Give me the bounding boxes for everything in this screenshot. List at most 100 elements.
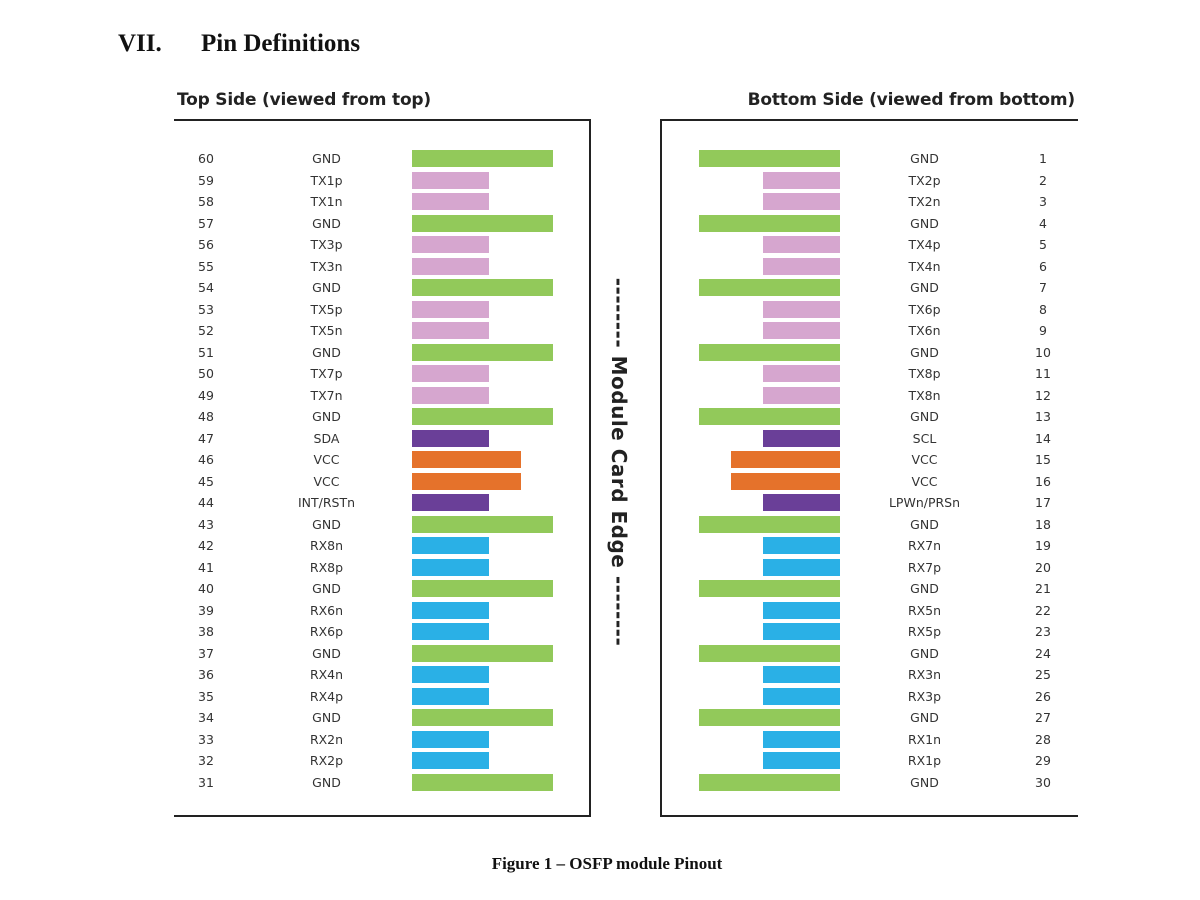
pin-number: 15 xyxy=(1035,452,1051,467)
pin-number: 30 xyxy=(1035,774,1051,790)
pin-number: 60 xyxy=(198,151,214,166)
pin-number: 26 xyxy=(1035,688,1051,704)
pin-name: RX5p xyxy=(907,624,942,639)
pin-row: 59 TX1p xyxy=(174,171,589,192)
pin-row: 48 GND xyxy=(174,407,589,428)
pin-name: GND xyxy=(910,581,939,596)
pin-row: 14 SCL xyxy=(662,429,1078,450)
pin-name: RX8p xyxy=(309,559,344,575)
pin-number: 5 xyxy=(1039,237,1047,252)
pin-row: 1 GND xyxy=(662,149,1078,170)
pin-number: 20 xyxy=(1035,559,1051,575)
pin-name: GND xyxy=(910,710,939,725)
pin-name: GND xyxy=(312,344,341,360)
pin-number: 35 xyxy=(198,688,214,704)
pin-row: 47 SDA xyxy=(174,429,589,450)
pin-contact-tx xyxy=(412,257,489,275)
bottom-side-title: Bottom Side (viewed from bottom) xyxy=(747,90,1076,110)
pin-contact-ctrl xyxy=(763,429,840,447)
pin-name: RX6p xyxy=(309,624,344,639)
pin-contact-gnd xyxy=(412,515,553,533)
pin-contact-tx xyxy=(412,322,489,339)
pin-name: GND xyxy=(312,151,341,166)
pin-row: 34 GND xyxy=(174,708,589,729)
pin-number: 55 xyxy=(198,258,214,274)
pin-number: 53 xyxy=(198,301,214,317)
pin-name: TX1p xyxy=(310,172,343,188)
top-side-title: Top Side (viewed from top) xyxy=(177,90,431,110)
figure-caption: Figure 1 – OSFP module Pinout xyxy=(491,854,723,873)
pin-number: 45 xyxy=(198,473,214,489)
pin-name: RX1p xyxy=(907,753,942,768)
pin-row: 43 GND xyxy=(174,515,589,536)
pin-contact-rx xyxy=(412,687,489,705)
pin-row: 51 GND xyxy=(174,343,589,364)
pin-contact-tx xyxy=(763,300,840,318)
pin-name: RX7p xyxy=(907,559,942,575)
pin-name: GND xyxy=(312,710,341,725)
pin-row: 44 INT/RSTn xyxy=(174,493,589,514)
pin-number: 57 xyxy=(198,215,214,231)
pin-contact-tx xyxy=(412,236,489,253)
section-title: Pin Definitions xyxy=(201,30,361,57)
pin-name: TX4p xyxy=(908,237,941,252)
pin-name: VCC xyxy=(911,473,938,489)
pin-row: 22 RX5n xyxy=(662,601,1078,622)
pin-row: 10 GND xyxy=(662,343,1078,364)
pin-number: 23 xyxy=(1035,624,1051,639)
pin-row: 4 GND xyxy=(662,214,1078,235)
pin-number: 7 xyxy=(1039,280,1047,295)
pin-contact-gnd xyxy=(699,214,840,232)
pin-name: TX6n xyxy=(908,323,941,338)
pin-contact-rx xyxy=(763,687,840,705)
pin-row: 26 RX3p xyxy=(662,687,1078,708)
pin-contact-gnd xyxy=(699,644,840,662)
pin-name: SCL xyxy=(912,430,937,446)
pin-number: 22 xyxy=(1035,602,1051,618)
pin-number: 56 xyxy=(198,237,214,252)
pin-name: TX3n xyxy=(310,258,343,274)
pin-row: 21 GND xyxy=(662,579,1078,600)
pin-number: 32 xyxy=(198,753,214,768)
pin-contact-gnd xyxy=(699,515,840,533)
pin-row: 8 TX6p xyxy=(662,300,1078,321)
pin-number: 3 xyxy=(1039,194,1047,209)
pin-contact-gnd xyxy=(699,580,840,597)
section-heading: VII. Pin Definitions xyxy=(118,30,360,58)
pin-contact-gnd xyxy=(412,343,553,361)
pin-number: 44 xyxy=(198,495,214,510)
pin-contact-tx xyxy=(763,365,840,382)
pin-contact-tx xyxy=(412,386,489,404)
pin-row: 60 GND xyxy=(174,149,589,170)
pin-row: 33 RX2n xyxy=(174,730,589,751)
pin-number: 29 xyxy=(1035,753,1051,768)
pin-number: 39 xyxy=(198,602,214,618)
pin-contact-rx xyxy=(412,730,489,748)
pin-name: RX2p xyxy=(309,753,344,768)
pin-name: TX3p xyxy=(310,237,343,252)
pin-number: 17 xyxy=(1035,495,1051,510)
pin-name: RX4n xyxy=(309,667,344,682)
pin-name: TX7p xyxy=(310,366,343,381)
pin-number: 11 xyxy=(1035,366,1051,381)
pin-contact-tx xyxy=(763,193,840,210)
pin-number: 16 xyxy=(1035,473,1051,489)
pin-contact-rx xyxy=(412,666,489,683)
pin-contact-gnd xyxy=(412,644,553,662)
pin-name: GND xyxy=(312,215,341,231)
pin-number: 47 xyxy=(198,430,214,446)
pin-contact-rx xyxy=(763,601,840,619)
pin-row: 9 TX6n xyxy=(662,321,1078,342)
pin-number: 4 xyxy=(1039,215,1047,231)
pin-name: GND xyxy=(910,645,939,661)
pin-number: 12 xyxy=(1035,387,1051,403)
pin-number: 43 xyxy=(198,516,214,532)
pin-row: 54 GND xyxy=(174,278,589,299)
pin-row: 24 GND xyxy=(662,644,1078,665)
pin-number: 54 xyxy=(198,280,214,295)
pin-contact-rx xyxy=(412,623,489,640)
pin-contact-rx xyxy=(412,537,489,554)
pin-contact-rx xyxy=(412,601,489,619)
pin-number: 14 xyxy=(1035,430,1051,446)
pin-contact-rx xyxy=(412,752,489,769)
